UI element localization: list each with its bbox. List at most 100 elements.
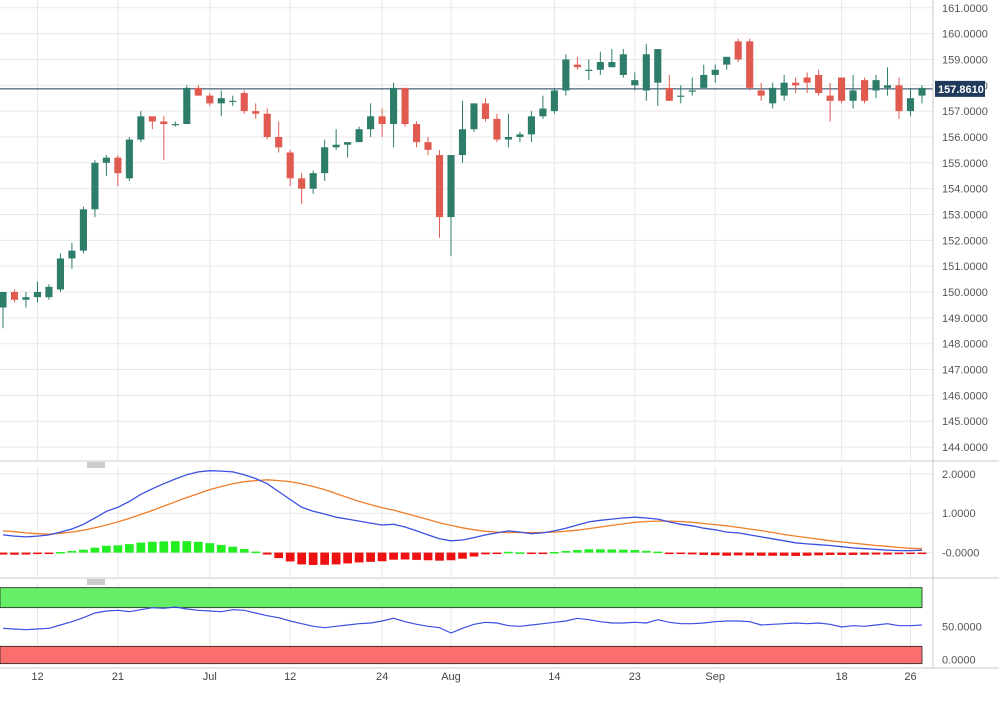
candle-body — [516, 134, 524, 137]
candle-body — [527, 116, 535, 135]
candle-body — [665, 87, 673, 101]
macd-histogram-bar — [0, 552, 8, 555]
macd-histogram-bar — [722, 552, 732, 556]
macd-histogram-bar — [400, 552, 410, 560]
last-price-tag — [935, 80, 985, 97]
candle-body — [458, 129, 467, 156]
macd-histogram-bar — [492, 552, 502, 555]
candle-body — [217, 98, 225, 104]
candle-body — [10, 292, 19, 300]
macd-histogram-bar — [90, 547, 100, 553]
macd-histogram-bar — [262, 552, 272, 555]
macd-histogram-bar — [641, 550, 651, 553]
macd-histogram-bar — [377, 552, 387, 562]
macd-histogram-bar — [56, 552, 65, 554]
candle-body — [631, 80, 639, 86]
candle-body — [746, 41, 754, 88]
candle-body — [298, 178, 306, 189]
candle-body — [481, 103, 490, 119]
candle-body — [539, 108, 547, 117]
macd-histogram-bar — [481, 552, 490, 555]
candle-body — [240, 93, 248, 112]
macd-histogram-bar — [354, 552, 364, 563]
macd-histogram-bar — [446, 552, 456, 561]
macd-histogram-bar — [825, 552, 835, 555]
candle-body — [470, 103, 478, 130]
candle-body — [378, 116, 386, 125]
candle-body — [700, 74, 708, 88]
y-tick-label: 0.0000 — [942, 655, 976, 667]
macd-histogram-bar — [239, 549, 249, 553]
macd-histogram-bar — [33, 552, 42, 555]
oversold-band — [0, 645, 923, 665]
macd-histogram-bar — [584, 549, 594, 553]
x-tick-label: 21 — [112, 671, 124, 683]
x-tick-label: Aug — [441, 671, 461, 683]
macd-histogram-bar — [10, 552, 19, 555]
y-tick-label: 144.0000 — [942, 442, 988, 454]
candle-body — [562, 59, 570, 91]
candle-body — [102, 157, 110, 163]
candle-body — [550, 90, 558, 112]
y-tick-label: 159.0000 — [942, 54, 988, 66]
y-tick-label: 146.0000 — [942, 390, 988, 402]
candle-body — [33, 292, 42, 298]
macd-histogram-bar — [527, 552, 536, 555]
candle-body — [344, 142, 352, 145]
macd-histogram-bar — [791, 552, 801, 556]
y-tick-label: 154.0000 — [942, 184, 988, 196]
candle-body — [608, 62, 616, 68]
candle-body — [206, 95, 214, 104]
macd-histogram-bar — [779, 552, 789, 556]
macd-histogram-bar — [205, 543, 215, 553]
y-tick-label: 151.0000 — [942, 261, 988, 273]
candle-body — [826, 95, 834, 101]
candle-body — [780, 82, 788, 96]
candle-body — [321, 147, 329, 174]
y-tick-label: 155.0000 — [942, 158, 988, 170]
candle-body — [171, 124, 179, 126]
macd-histogram-bar — [412, 552, 421, 560]
candle-body — [677, 95, 685, 97]
candle-body — [390, 87, 398, 125]
y-tick-label: 156.0000 — [942, 132, 988, 144]
candle-body — [493, 118, 501, 140]
y-tick-label: 148.0000 — [942, 339, 988, 351]
macd-histogram-bar — [228, 546, 238, 553]
x-tick-label: 26 — [904, 671, 916, 683]
macd-histogram-bar — [676, 552, 686, 555]
candle-body — [194, 87, 202, 96]
macd-histogram-bar — [193, 541, 203, 553]
macd-histogram-bar — [136, 542, 146, 553]
macd-histogram-bar — [607, 549, 617, 553]
macd-histogram-bar — [871, 552, 881, 555]
macd-histogram-bar — [733, 552, 743, 556]
candle-body — [114, 157, 122, 174]
last-price-label: 157.8610 — [938, 84, 984, 96]
candle-body — [275, 136, 283, 148]
macd-histogram-bar — [814, 552, 823, 556]
macd-histogram-bar — [917, 552, 927, 555]
macd-histogram-bar — [469, 552, 479, 557]
candle-body — [263, 113, 271, 137]
candle-body — [906, 98, 915, 112]
macd-histogram-bar — [113, 545, 123, 553]
y-tick-label: 160.0000 — [942, 29, 988, 41]
macd-histogram-bar — [458, 552, 467, 559]
candle-body — [769, 87, 777, 104]
macd-histogram-bar — [756, 552, 766, 556]
macd-histogram-bar — [837, 552, 846, 555]
candle-body — [596, 62, 604, 70]
macd-histogram-bar — [848, 552, 858, 555]
y-tick-label: 2.0000 — [942, 469, 976, 481]
macd-histogram-bar — [630, 550, 640, 553]
candle-body — [435, 155, 444, 218]
candle-body — [734, 41, 742, 60]
x-tick-label: 12 — [284, 671, 296, 683]
macd-histogram-bar — [435, 552, 444, 561]
macd-histogram-bar — [274, 552, 284, 559]
x-tick-label: 14 — [548, 671, 560, 683]
candle-body — [504, 136, 513, 140]
macd-histogram-bar — [297, 552, 307, 565]
